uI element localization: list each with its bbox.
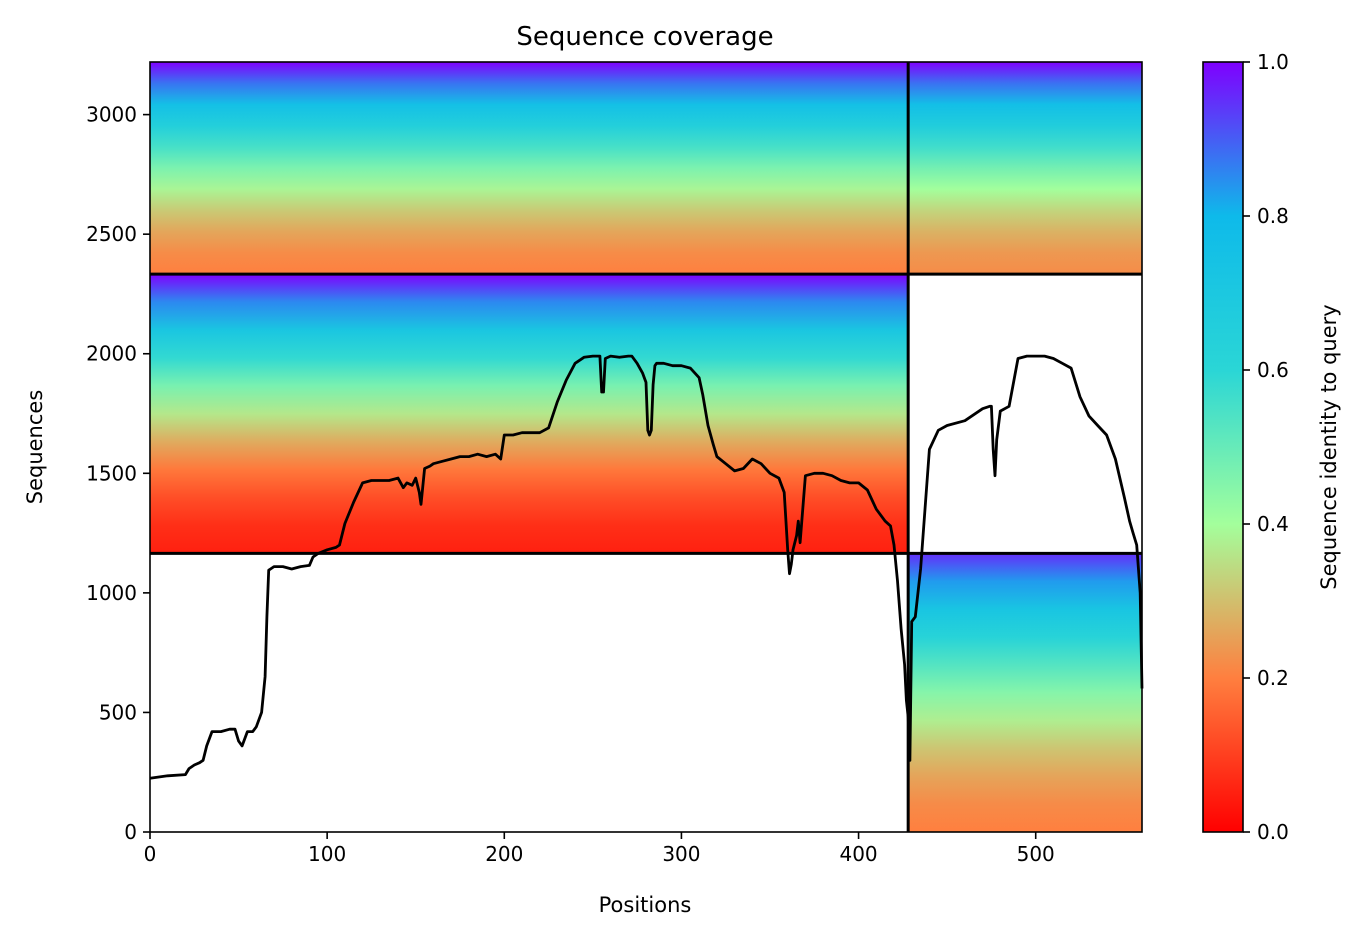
y-tick-label: 2500 xyxy=(86,222,137,246)
x-tick-label: 0 xyxy=(144,842,157,866)
colorbar: 0.0 0.2 0.4 0.6 0.8 1.0 xyxy=(1202,50,1289,844)
x-tick-label: 100 xyxy=(308,842,346,866)
colorbar-tick-label: 0.4 xyxy=(1257,512,1289,536)
colorbar-tick-label: 0.6 xyxy=(1257,358,1289,382)
colorbar-tick-label: 0.0 xyxy=(1257,820,1289,844)
x-axis: 0 100 200 300 400 500 xyxy=(144,832,1055,866)
block-d xyxy=(908,553,1142,832)
plot-frame xyxy=(149,61,1143,833)
x-tick-label: 200 xyxy=(485,842,523,866)
colorbar-label: Sequence identity to query xyxy=(1317,304,1341,589)
y-axis-label: Sequences xyxy=(23,390,47,505)
colorbar-tick-label: 0.8 xyxy=(1257,204,1289,228)
plot-area xyxy=(149,61,1144,833)
y-tick-label: 3000 xyxy=(86,103,137,127)
colorbar-tick-label: 0.2 xyxy=(1257,666,1289,690)
coverage-line xyxy=(149,354,1144,780)
colorbar-frame xyxy=(1202,61,1244,833)
block-b xyxy=(908,62,1142,275)
x-axis-label: Positions xyxy=(599,893,692,917)
y-tick-label: 0 xyxy=(124,820,137,844)
block-c xyxy=(150,274,909,554)
y-tick-label: 1500 xyxy=(86,461,137,485)
block-a xyxy=(150,62,909,275)
y-tick-label: 500 xyxy=(99,700,137,724)
chart-title: Sequence coverage xyxy=(516,22,773,52)
x-tick-label: 500 xyxy=(1017,842,1055,866)
y-tick-label: 1000 xyxy=(86,581,137,605)
colorbar-gradient xyxy=(1203,62,1243,832)
y-axis: 0 500 1000 1500 2000 2500 3000 xyxy=(86,103,150,844)
x-tick-label: 300 xyxy=(662,842,700,866)
x-tick-label: 400 xyxy=(839,842,877,866)
y-tick-label: 2000 xyxy=(86,342,137,366)
colorbar-tick-label: 1.0 xyxy=(1257,50,1289,74)
